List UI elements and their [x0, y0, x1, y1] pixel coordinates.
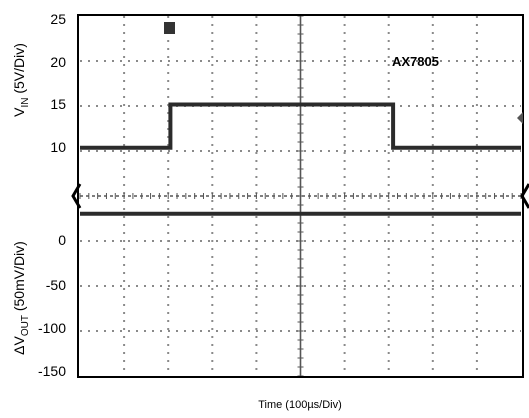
- vout-axis-title: ΔVOUT (50mV/Div): [11, 241, 31, 355]
- axis-break-left: [71, 183, 82, 209]
- vin-waveform: [80, 102, 521, 150]
- vin-ytick-label: 20: [50, 54, 66, 70]
- axis-break-right: [520, 183, 529, 209]
- vin-axis-title: VIN (5V/Div): [11, 43, 31, 117]
- vin-axis-title-rest: (5V/Div): [11, 43, 27, 97]
- vin-axis-title-main: V: [11, 107, 27, 117]
- series-annotation: AX7805: [392, 54, 439, 69]
- vout-ytick-label: -150: [38, 363, 66, 379]
- level-marker: [517, 112, 523, 124]
- vout-ytick-label: 0: [58, 232, 66, 248]
- marks: [80, 102, 521, 216]
- vin-ytick-label: 10: [50, 139, 66, 155]
- x-axis-title: Time (100µs/Div): [258, 399, 342, 411]
- vout-axis-title-sub: OUT: [20, 315, 31, 336]
- trigger-marker: [164, 22, 175, 34]
- vout-axis-title-rest: (50mV/Div): [11, 241, 27, 315]
- grid: [79, 15, 522, 377]
- vin-ytick-label: 25: [50, 11, 66, 27]
- vin-ytick-label: 15: [50, 96, 66, 112]
- vin-axis-title-sub: IN: [20, 98, 31, 108]
- vout-ytick-label: -100: [38, 320, 66, 336]
- vout-axis-title-main: ΔV: [11, 336, 27, 355]
- vout-ytick-label: -50: [46, 277, 66, 293]
